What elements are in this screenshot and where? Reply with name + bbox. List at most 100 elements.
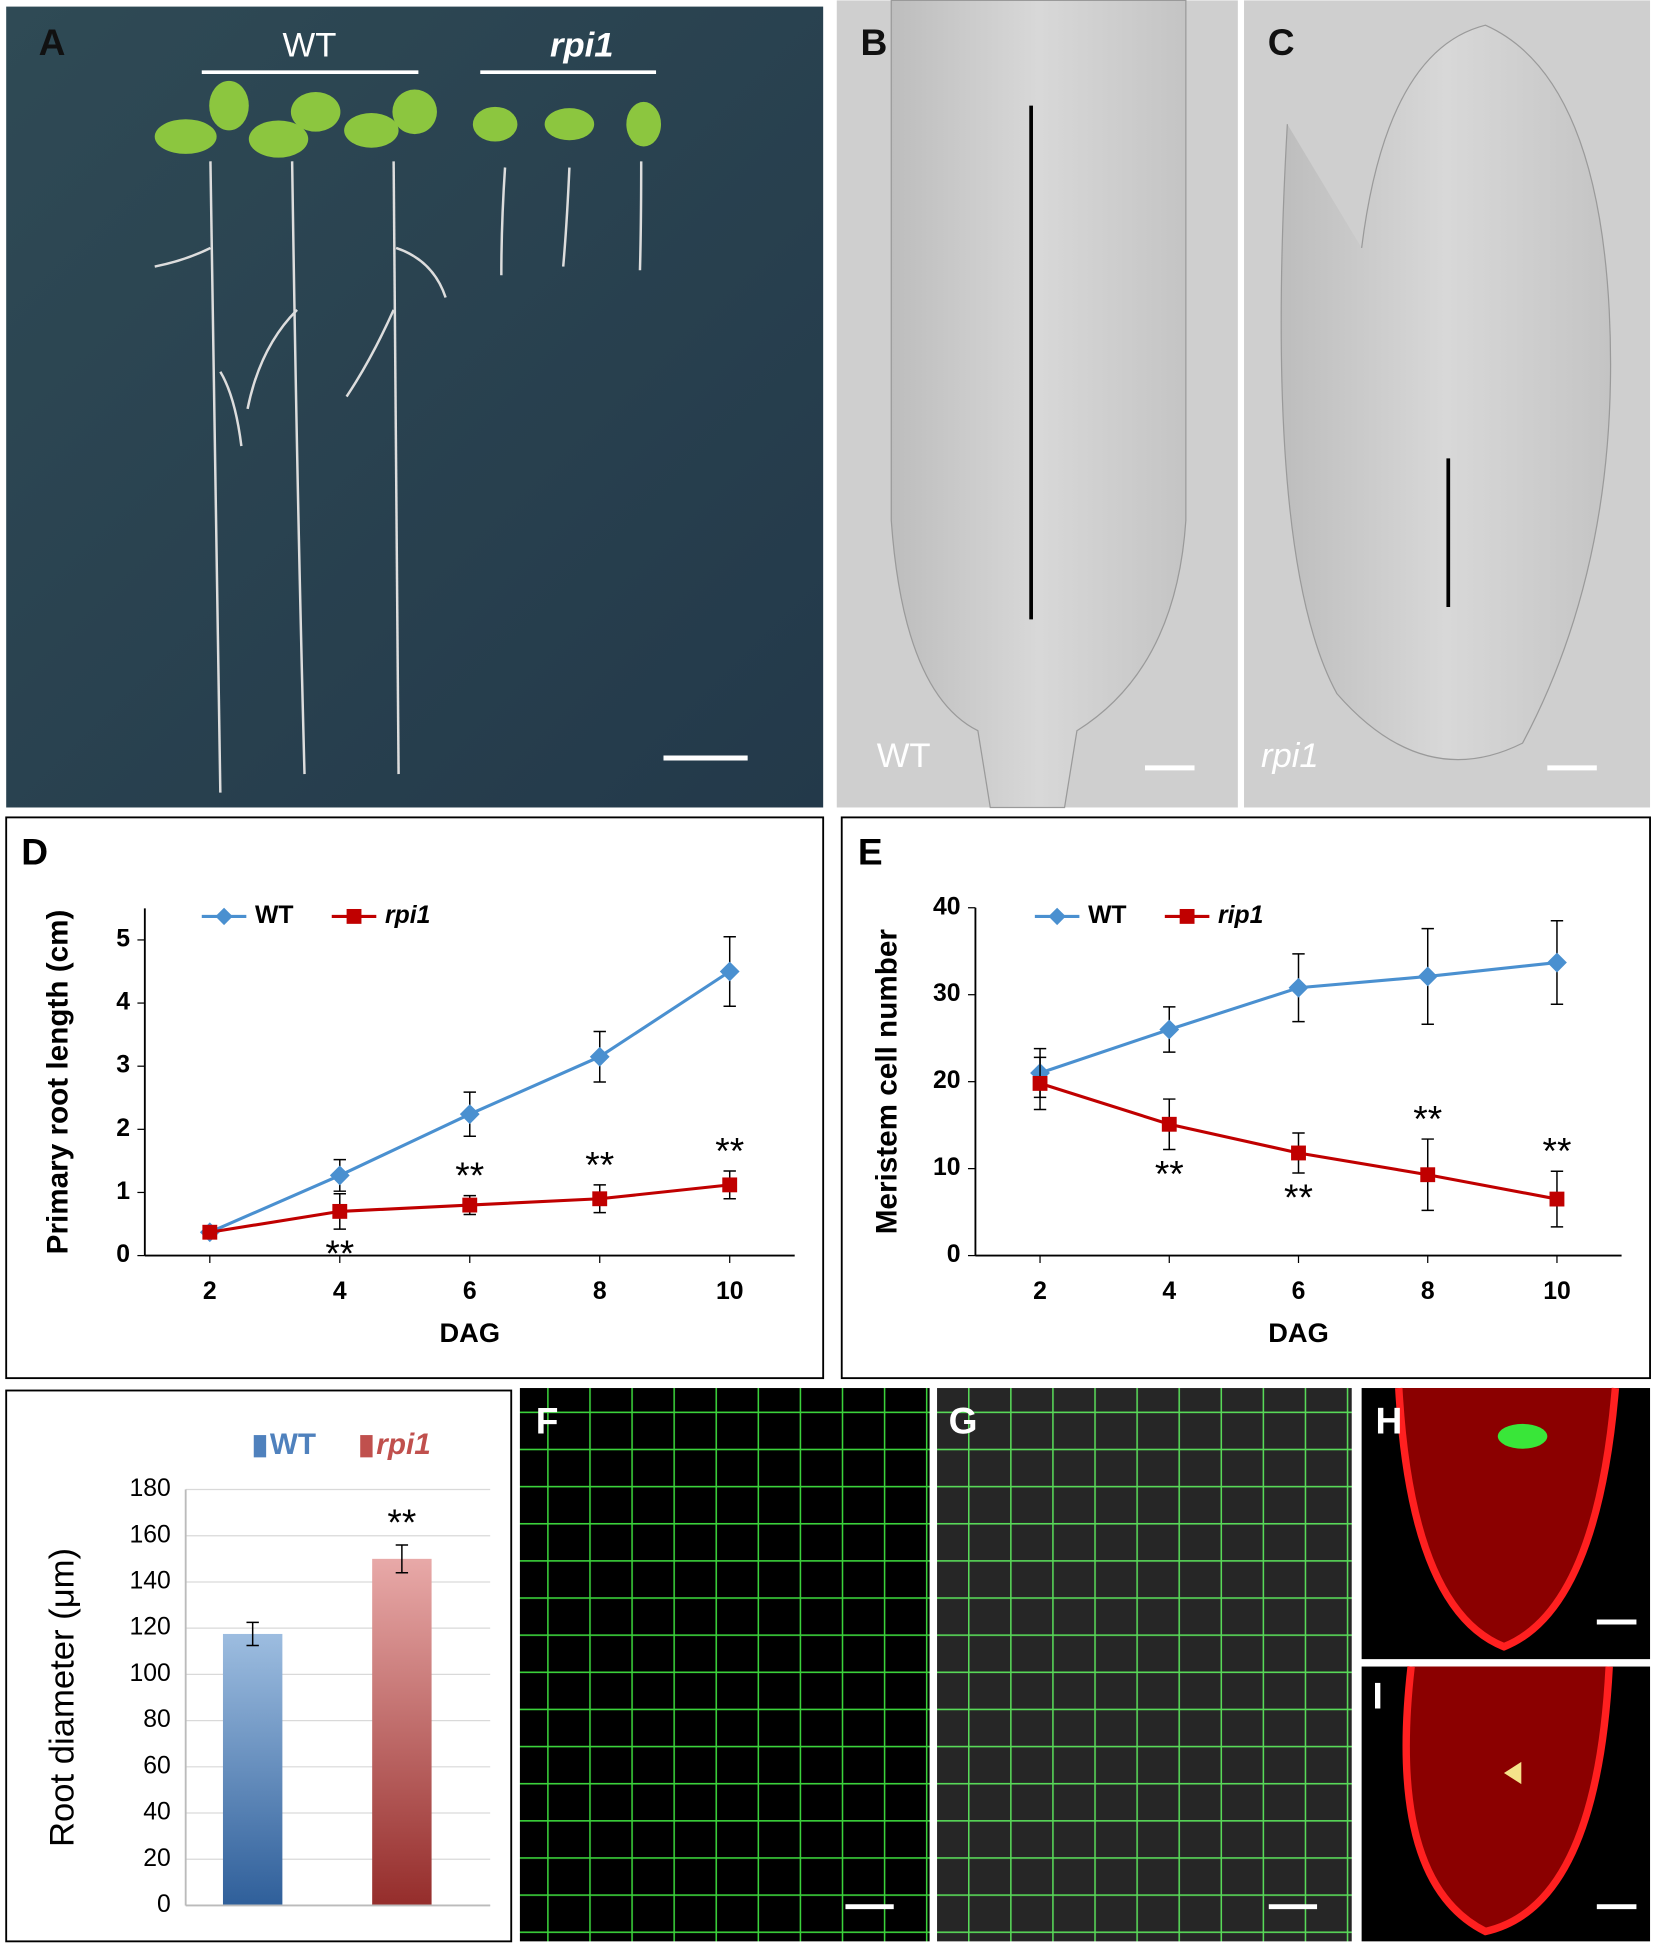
panel-label: F xyxy=(536,1400,559,1442)
bar xyxy=(372,1558,432,1906)
legend-label: WT xyxy=(255,902,293,929)
y-tick-label: 4 xyxy=(116,989,130,1016)
root-shape xyxy=(1395,1387,1620,1651)
legend-swatch xyxy=(253,1435,267,1458)
confocal xyxy=(937,1388,1352,1942)
y-tick-label: 5 xyxy=(116,925,130,952)
x-tick-label: 10 xyxy=(716,1278,744,1305)
x-tick-label: 6 xyxy=(463,1278,477,1305)
root-shape xyxy=(1402,1666,1613,1936)
marker xyxy=(592,1191,608,1207)
photo-i: I xyxy=(1361,1666,1651,1942)
significance: ** xyxy=(715,1129,744,1171)
legend-marker xyxy=(346,908,362,924)
panel-label: I xyxy=(1373,1675,1383,1717)
legend-label: rpi1 xyxy=(385,902,430,929)
y-tick-label: 0 xyxy=(116,1241,130,1268)
legend-marker xyxy=(1048,907,1066,926)
y-tick-label: 20 xyxy=(933,1067,961,1094)
panel-label: G xyxy=(949,1400,978,1442)
legend-marker xyxy=(1179,908,1195,924)
legend-label: WT xyxy=(1088,902,1126,929)
significance: ** xyxy=(1543,1130,1572,1172)
marker xyxy=(1159,1019,1180,1040)
marker xyxy=(329,1165,350,1186)
chart-frame xyxy=(840,816,1651,1380)
y-tick-label: 180 xyxy=(130,1475,171,1502)
y-tick-label: 120 xyxy=(130,1614,171,1641)
legend-swatch xyxy=(360,1435,373,1458)
group-label: WT xyxy=(283,27,337,65)
leaves xyxy=(154,80,662,158)
legend-label: WT xyxy=(270,1428,316,1461)
marker xyxy=(462,1197,478,1213)
marker xyxy=(1032,1075,1048,1091)
significance: ** xyxy=(325,1232,354,1274)
marker xyxy=(332,1203,348,1219)
x-tick-label: 10 xyxy=(1543,1278,1571,1305)
plate xyxy=(6,6,824,808)
y-axis-label: Meristem cell number xyxy=(871,929,904,1235)
root-shape xyxy=(890,0,1187,809)
y-tick-label: 100 xyxy=(130,1660,171,1687)
panel-label: D xyxy=(21,830,48,872)
y-tick-label: 2 xyxy=(116,1115,130,1142)
marker xyxy=(589,1046,610,1067)
panel-label: E xyxy=(858,830,883,872)
marker xyxy=(1288,977,1309,998)
x-tick-label: 4 xyxy=(333,1278,347,1305)
panel-label: C xyxy=(1268,21,1295,63)
roots xyxy=(154,161,643,793)
y-tick-label: 80 xyxy=(143,1706,171,1733)
marker xyxy=(1420,1167,1436,1183)
root-shape xyxy=(1280,24,1612,761)
significance: ** xyxy=(387,1501,416,1543)
chart-frame xyxy=(5,1389,513,1943)
x-axis-label: DAG xyxy=(1268,1317,1329,1348)
marker xyxy=(1549,1191,1565,1207)
arrowhead xyxy=(1503,1761,1522,1785)
photo-a: A WT rpi1 xyxy=(6,6,824,808)
panel-label: A xyxy=(39,21,66,63)
marker xyxy=(719,961,740,982)
x-tick-label: 2 xyxy=(203,1278,217,1305)
marker xyxy=(202,1224,218,1240)
y-tick-label: 0 xyxy=(947,1241,961,1268)
bar xyxy=(222,1633,283,1906)
photo-c: C rpi1 xyxy=(1244,0,1651,808)
x-axis-label: DAG xyxy=(440,1317,501,1348)
legend-marker xyxy=(215,907,233,926)
significance: ** xyxy=(585,1143,614,1185)
marker xyxy=(459,1104,480,1125)
group-label: rpi1 xyxy=(550,27,614,65)
y-tick-label: 160 xyxy=(130,1521,171,1548)
photo-g: G xyxy=(937,1388,1352,1942)
significance: ** xyxy=(1413,1098,1442,1140)
y-tick-label: 40 xyxy=(143,1799,171,1826)
legend-label: rip1 xyxy=(1218,902,1263,929)
signal xyxy=(1497,1423,1548,1449)
marker xyxy=(1291,1145,1306,1161)
y-tick-label: 20 xyxy=(143,1845,171,1872)
photo-b: B WT xyxy=(836,0,1238,809)
panel-label: B xyxy=(861,21,888,63)
y-axis-label: Primary root length (cm) xyxy=(41,910,74,1255)
x-tick-label: 4 xyxy=(1162,1278,1176,1305)
photo-h: H xyxy=(1361,1387,1651,1660)
y-axis-label: Root diameter (μm) xyxy=(44,1548,82,1847)
significance: ** xyxy=(1155,1153,1184,1195)
legend-label: rpi1 xyxy=(376,1428,430,1461)
x-tick-label: 2 xyxy=(1033,1278,1047,1305)
y-tick-label: 10 xyxy=(933,1154,961,1181)
photo-label: WT xyxy=(877,737,931,775)
y-tick-label: 1 xyxy=(116,1178,130,1205)
x-tick-label: 8 xyxy=(1421,1278,1435,1305)
error-bar xyxy=(395,1544,409,1574)
marker xyxy=(1417,966,1438,987)
photo-label: rpi1 xyxy=(1261,737,1319,775)
y-tick-label: 60 xyxy=(143,1752,171,1779)
significance: ** xyxy=(455,1154,484,1196)
error-bar xyxy=(246,1621,259,1647)
